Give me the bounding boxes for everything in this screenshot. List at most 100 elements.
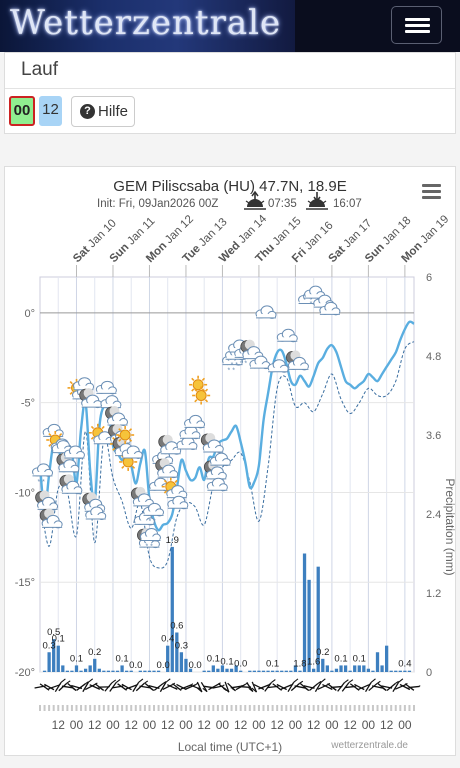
precip-bar [42, 670, 47, 672]
panel-title: Lauf [21, 59, 58, 80]
cloud-icon [255, 305, 277, 319]
time-tick [276, 705, 279, 711]
time-tick [61, 705, 64, 711]
cloud-icon [85, 506, 107, 520]
hour-tick-label: 00 [289, 718, 303, 732]
moon-cloud-icon [130, 486, 154, 507]
time-tick [267, 705, 270, 711]
cloud-icon [179, 425, 201, 440]
cloud-icon [319, 301, 341, 316]
precip-bar [407, 670, 412, 672]
svg-text:* *: * * [240, 360, 248, 367]
precip-data-label: 0.0 [188, 660, 201, 671]
cloud-snow-icon: * * [32, 463, 54, 486]
hamburger-icon [405, 18, 430, 21]
precip-data-label: 0.1 [207, 653, 220, 664]
wind-barb [399, 683, 411, 691]
wind-barb [167, 684, 178, 690]
wind-barb [408, 685, 421, 689]
time-tick [75, 705, 78, 711]
time-tick [184, 705, 187, 711]
time-tick [198, 705, 201, 711]
hour-tick-label: 12 [125, 718, 139, 732]
y-right-tick-label: 3.6 [426, 430, 441, 442]
wind-barb [251, 681, 258, 693]
precip-bar [312, 668, 316, 672]
wind-barb [272, 683, 282, 691]
menu-button[interactable] [391, 6, 442, 44]
y-right-tick-label: 2.4 [426, 509, 441, 521]
hour-tick-label: 00 [70, 718, 84, 732]
precip-data-label: 0.1 [220, 657, 233, 668]
precip-bar [106, 670, 111, 672]
precip-bar [111, 670, 115, 672]
moon-cloud-icon [79, 388, 103, 409]
wind-barb [82, 678, 94, 693]
wind-barb [368, 680, 381, 692]
moon-cloud-icon [155, 458, 179, 479]
precip-bar [79, 670, 83, 672]
moon-cloud-icon [59, 474, 83, 495]
time-tick [175, 705, 178, 711]
hour-tick-label: 00 [362, 718, 376, 732]
precip-data-label: 0.1 [52, 634, 65, 645]
temperature-lines [38, 320, 415, 569]
precip-bar [61, 665, 65, 672]
precip-bar [321, 658, 325, 672]
time-tick [344, 705, 347, 711]
precip-data-label: 0.1 [70, 653, 83, 664]
sun-icon [192, 386, 211, 405]
time-tick [262, 705, 265, 711]
sun-icon [116, 426, 135, 444]
meteogram-card: GEM Piliscsaba (HU) 47.7N, 18.9E Init: F… [4, 166, 457, 756]
time-tick [335, 705, 338, 711]
time-tick [244, 705, 247, 711]
precip-bar [325, 665, 329, 672]
y-right-tick-label: 0 [426, 667, 432, 679]
precip-bar [65, 670, 70, 672]
precip-bar [248, 670, 252, 672]
precip-bar [239, 670, 243, 672]
hour-tick-label: 12 [234, 718, 248, 732]
time-tick [57, 705, 60, 711]
hour-tick-label: 12 [88, 718, 102, 732]
y-left-tick-label: -5° [21, 398, 35, 410]
y-right-tick-label: 4.8 [426, 351, 441, 363]
precip-data-label: 1.8 [293, 659, 306, 670]
time-tick [125, 705, 128, 711]
time-tick [399, 705, 402, 711]
hour-tick-label: 12 [198, 718, 212, 732]
precip-bar [143, 670, 147, 672]
precip-bar [298, 670, 302, 672]
precip-bar [88, 665, 92, 672]
time-tick [134, 705, 137, 711]
precip-data-label: 0.0 [157, 660, 170, 671]
time-tick [390, 705, 393, 711]
run-00-button[interactable]: 00 [9, 96, 35, 126]
precip-bar [353, 665, 357, 672]
cloud-icon [176, 436, 198, 450]
precip-bar [257, 670, 261, 672]
moon-cloud-icon [39, 508, 63, 529]
precip-data-label: 0.0 [234, 659, 247, 670]
hour-tick-label: 00 [106, 718, 120, 732]
y-right-tick-label: 6 [426, 272, 432, 284]
site-logo[interactable]: Wetterzentrale [0, 0, 295, 52]
cloud-snow-icon: * * [143, 502, 165, 525]
chart-menu-icon[interactable] [422, 184, 441, 199]
precip-bar [102, 670, 106, 672]
precip-bar [70, 670, 74, 672]
wind-barb [299, 682, 310, 692]
wind-barb [349, 683, 360, 691]
time-tick [230, 705, 233, 711]
time-tick [285, 705, 288, 711]
moon-cloud-icon [105, 406, 128, 427]
precip-bar [175, 632, 179, 672]
run-12-button[interactable]: 12 [39, 96, 62, 126]
time-tick [353, 705, 356, 711]
wind-barb [58, 680, 71, 692]
time-tick [394, 705, 397, 711]
help-button[interactable]: ? Hilfe [71, 96, 135, 127]
svg-text:* *: * * [228, 368, 236, 375]
precip-bar [56, 645, 60, 672]
